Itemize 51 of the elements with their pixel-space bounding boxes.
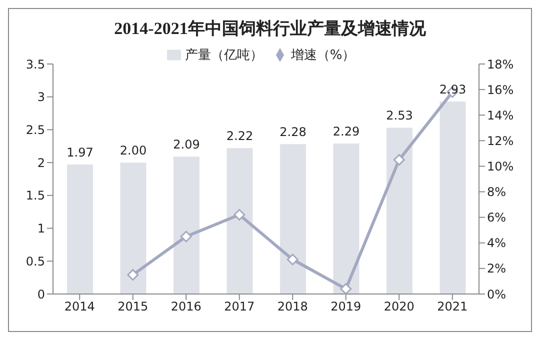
y-tick-label: 0.5 <box>26 254 45 268</box>
bar <box>174 156 200 294</box>
bar <box>120 162 146 294</box>
x-tick-label: 2017 <box>224 300 255 314</box>
y-tick-label: 3 <box>37 90 45 104</box>
point <box>393 154 405 166</box>
y2-tick-label: 4% <box>487 236 506 250</box>
bar <box>333 144 360 294</box>
y2-tick-label: 12% <box>487 134 514 148</box>
legend-label: 增速（%） <box>290 48 356 63</box>
y2-tick-label: 18% <box>487 57 514 72</box>
data-label: 2.09 <box>173 138 200 152</box>
x-tick-label: 2014 <box>64 300 95 314</box>
point <box>180 230 192 242</box>
data-label: 1.97 <box>66 146 94 160</box>
data-label: 2.29 <box>332 124 360 139</box>
data-label: 2.28 <box>280 125 306 140</box>
x-tick-label: 2020 <box>384 300 414 314</box>
point <box>286 254 298 266</box>
y-tick-label: 1.5 <box>26 188 45 203</box>
y2-tick-label: 2% <box>487 262 506 276</box>
bar <box>440 101 466 294</box>
x-tick-label: 2018 <box>277 300 308 314</box>
y2-tick-label: 16% <box>487 82 514 97</box>
data-label: 2.00 <box>120 144 147 158</box>
y-tick-label: 2 <box>37 156 45 170</box>
x-tick-label: 2021 <box>437 300 468 314</box>
point <box>340 283 352 294</box>
y2-tick-label: 10% <box>487 159 514 174</box>
y-tick-label: 3.5 <box>26 57 45 72</box>
data-label: 2.93 <box>439 82 466 96</box>
y-tick-label: 2.5 <box>26 122 45 137</box>
data-label: 2.53 <box>386 108 413 123</box>
y-tick-label: 0 <box>37 287 45 302</box>
x-tick-label: 2015 <box>118 300 148 314</box>
legend-label: 产量（亿吨） <box>184 48 263 63</box>
bar <box>67 164 93 294</box>
x-tick-label: 2019 <box>330 300 362 314</box>
y-tick-label: 1 <box>37 222 45 236</box>
bar <box>280 144 306 294</box>
x-tick-label: 2016 <box>170 300 202 314</box>
bar <box>226 148 253 294</box>
y2-tick-label: 0% <box>487 287 506 302</box>
bar <box>386 128 412 294</box>
chart-title: 2014-2021年中国饲料行业产量及增速情况 <box>113 18 427 40</box>
data-label: 2.22 <box>226 129 254 144</box>
y2-tick-label: 8% <box>487 185 506 200</box>
y2-tick-label: 6% <box>487 210 506 225</box>
y2-tick-label: 14% <box>487 108 514 122</box>
point <box>234 209 246 221</box>
point <box>127 269 139 281</box>
